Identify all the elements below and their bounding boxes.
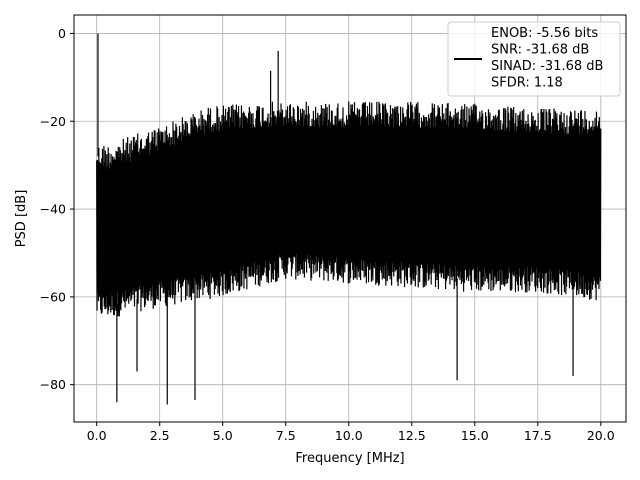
- y-tick-label: −80: [40, 377, 66, 392]
- y-tick-label: 0: [58, 26, 66, 41]
- x-axis-label: Frequency [MHz]: [295, 451, 404, 466]
- x-tick-label: 5.0: [213, 428, 233, 443]
- legend-box: [447, 21, 621, 97]
- plot-area: [96, 33, 602, 405]
- x-tick-label: 15.0: [461, 428, 489, 443]
- x-tick-label: 12.5: [398, 428, 426, 443]
- y-tick-label: −20: [40, 114, 66, 129]
- x-tick-label: 2.5: [150, 428, 170, 443]
- psd-series-line: [96, 33, 602, 405]
- y-axis-label: PSD [dB]: [14, 190, 29, 248]
- x-tick-label: 17.5: [524, 428, 552, 443]
- x-axis-ticks: 0.0 2.5 5.0 7.5 10.0 12.5 15.0 17.5 20.0: [87, 422, 615, 443]
- legend: ENOB: -5.56 bits SNR: -31.68 dB SINAD: -…: [447, 21, 621, 97]
- y-tick-label: −40: [40, 202, 66, 217]
- x-tick-label: 7.5: [276, 428, 296, 443]
- legend-entry-snr: SNR: -31.68 dB: [491, 43, 589, 58]
- x-tick-label: 10.0: [335, 428, 363, 443]
- x-tick-label: 20.0: [587, 428, 615, 443]
- legend-entry-sinad: SINAD: -31.68 dB: [491, 59, 603, 74]
- y-tick-label: −60: [40, 289, 66, 304]
- axes-frame: [73, 14, 627, 423]
- legend-entry-enob: ENOB: -5.56 bits: [491, 26, 598, 41]
- legend-entry-sfdr: SFDR: 1.18: [491, 76, 563, 91]
- x-tick-label: 0.0: [87, 428, 107, 443]
- y-axis-ticks: 0 −20 −40 −60 −80: [40, 26, 74, 392]
